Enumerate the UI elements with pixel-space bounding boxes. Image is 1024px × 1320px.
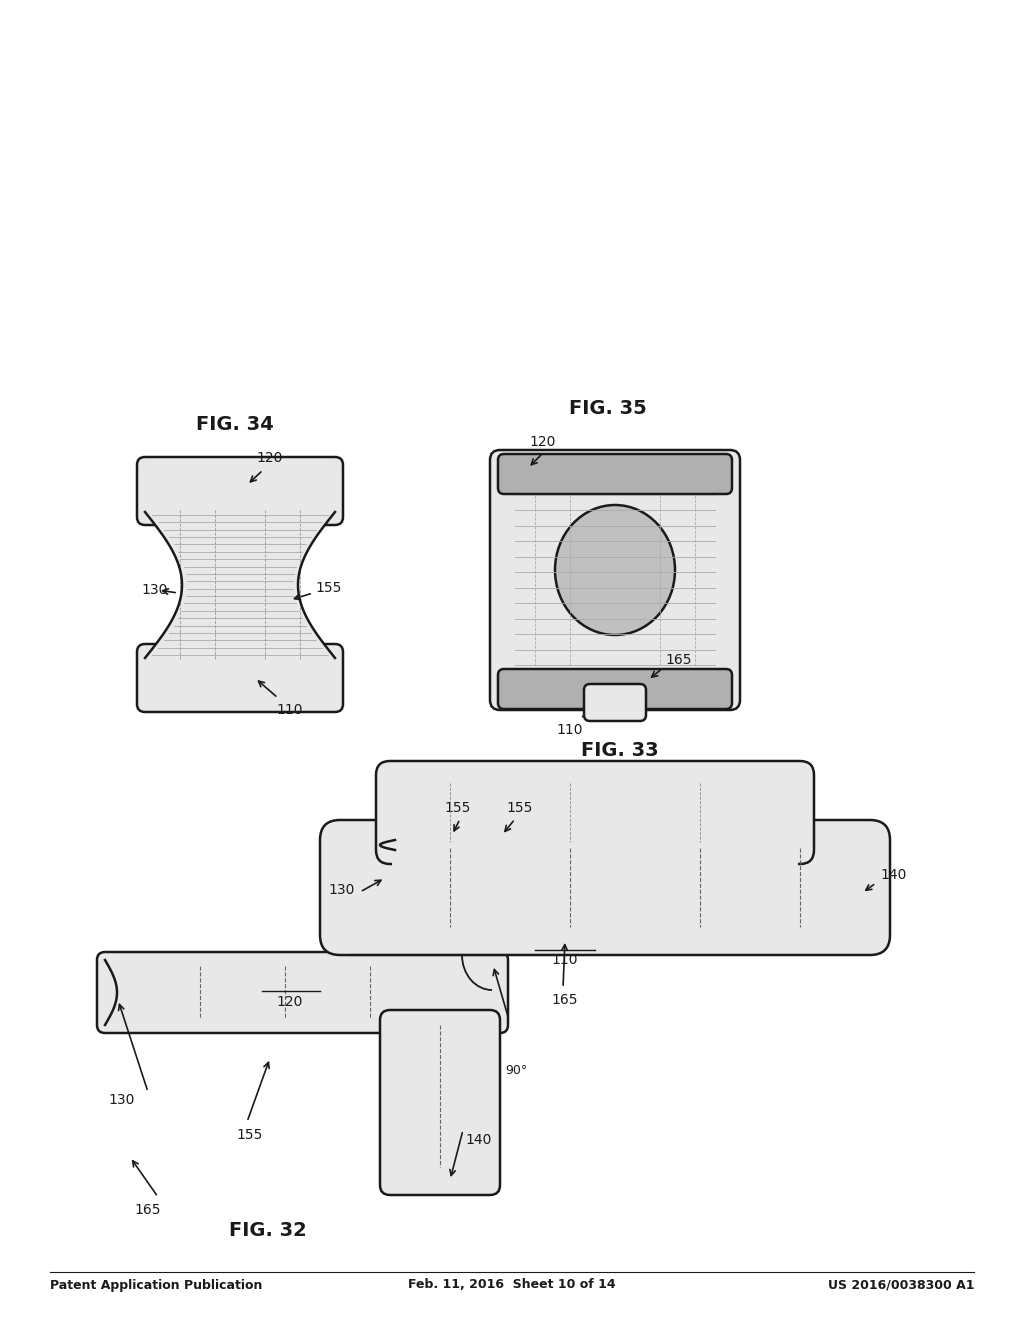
FancyBboxPatch shape xyxy=(137,457,343,525)
Text: 140: 140 xyxy=(590,573,616,587)
Text: 130: 130 xyxy=(141,583,168,597)
Text: 120: 120 xyxy=(257,451,284,465)
FancyBboxPatch shape xyxy=(380,1010,500,1195)
Text: 90°: 90° xyxy=(505,1064,527,1077)
Text: 155: 155 xyxy=(237,1129,263,1142)
Bar xyxy=(392,1018,488,1048)
Text: 165: 165 xyxy=(135,1203,161,1217)
FancyBboxPatch shape xyxy=(97,952,508,1034)
Text: 165: 165 xyxy=(665,653,691,667)
Text: 155: 155 xyxy=(507,801,534,814)
Ellipse shape xyxy=(555,506,675,635)
Text: FIG. 33: FIG. 33 xyxy=(582,741,658,759)
Text: FIG. 35: FIG. 35 xyxy=(569,399,647,417)
Text: Patent Application Publication: Patent Application Publication xyxy=(50,1279,262,1291)
Polygon shape xyxy=(145,512,335,657)
Text: Feb. 11, 2016  Sheet 10 of 14: Feb. 11, 2016 Sheet 10 of 14 xyxy=(409,1279,615,1291)
Text: 130: 130 xyxy=(108,1093,134,1107)
Text: 120: 120 xyxy=(529,436,556,449)
Text: 155: 155 xyxy=(315,581,341,595)
Text: 155: 155 xyxy=(444,801,471,814)
Text: FIG. 34: FIG. 34 xyxy=(197,416,273,434)
Text: 110: 110 xyxy=(276,704,303,717)
FancyBboxPatch shape xyxy=(376,762,814,865)
Text: 110: 110 xyxy=(552,953,579,968)
Bar xyxy=(392,847,798,869)
Text: 130: 130 xyxy=(329,883,355,898)
Text: 140: 140 xyxy=(465,1133,492,1147)
FancyBboxPatch shape xyxy=(490,450,740,710)
Text: 110: 110 xyxy=(557,723,584,737)
Text: 140: 140 xyxy=(880,869,906,882)
FancyBboxPatch shape xyxy=(319,820,890,954)
FancyBboxPatch shape xyxy=(584,684,646,721)
Text: 120: 120 xyxy=(276,995,303,1008)
Text: US 2016/0038300 A1: US 2016/0038300 A1 xyxy=(827,1279,974,1291)
FancyBboxPatch shape xyxy=(498,669,732,709)
FancyBboxPatch shape xyxy=(498,454,732,494)
Text: FIG. 32: FIG. 32 xyxy=(229,1221,307,1239)
FancyBboxPatch shape xyxy=(137,644,343,711)
Text: 165: 165 xyxy=(552,993,579,1007)
